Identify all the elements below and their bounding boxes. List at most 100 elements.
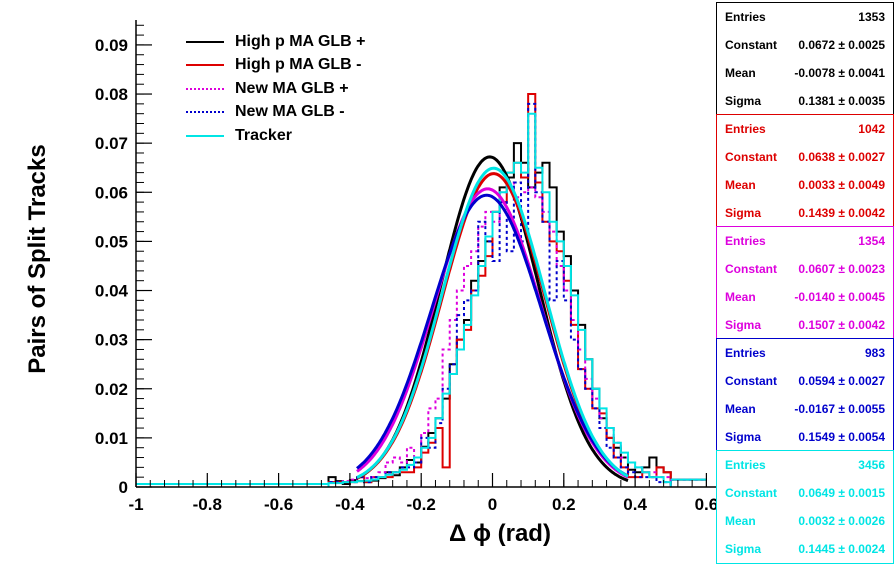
stat-value: 0.0607 ± 0.0023 bbox=[798, 262, 885, 276]
axes: -1 -0.8 -0.6 -0.4 -0.2 0 0.2 0.4 0.6 0 0.01 0.02 0.0… bbox=[95, 20, 718, 514]
stat-row-mean: Mean -0.0078 ± 0.0041 bbox=[717, 59, 893, 87]
stat-key: Constant bbox=[725, 486, 777, 500]
stat-value: 0.1549 ± 0.0054 bbox=[798, 430, 885, 444]
stat-value: -0.0167 ± 0.0055 bbox=[794, 402, 885, 416]
legend-swatch bbox=[186, 40, 224, 43]
x-tick-label: -0.4 bbox=[335, 495, 365, 514]
legend-label: High p MA GLB + bbox=[235, 32, 366, 50]
x-tick-label: -0.2 bbox=[407, 495, 436, 514]
stat-row-mean: Mean -0.0140 ± 0.0045 bbox=[717, 283, 893, 311]
stat-row-mean: Mean -0.0167 ± 0.0055 bbox=[717, 395, 893, 423]
legend-entry-tracker: Tracker bbox=[186, 124, 366, 148]
histogram-4 bbox=[136, 112, 707, 487]
stat-key: Sigma bbox=[725, 318, 762, 332]
y-tick-label: 0.04 bbox=[95, 282, 129, 301]
gaussian-fits bbox=[356, 155, 629, 483]
legend-label: New MA GLB + bbox=[235, 79, 349, 97]
legend-label: High p MA GLB - bbox=[235, 56, 362, 74]
stat-row-entries: Entries 1042 bbox=[717, 115, 893, 143]
stat-value: -0.0140 ± 0.0045 bbox=[794, 290, 885, 304]
stat-value: 0.0033 ± 0.0049 bbox=[798, 178, 885, 192]
y-tick-label: 0.08 bbox=[95, 85, 128, 104]
x-tick-label: 0.2 bbox=[552, 495, 576, 514]
stat-row-constant: Constant 0.0638 ± 0.0027 bbox=[717, 143, 893, 171]
histogram-1 bbox=[136, 93, 707, 487]
y-axis-label: Pairs of Split Tracks bbox=[24, 144, 51, 374]
stat-row-constant: Constant 0.0672 ± 0.0025 bbox=[717, 31, 893, 59]
histograms bbox=[136, 93, 707, 487]
histogram-2 bbox=[136, 181, 707, 487]
x-tick-label: -0.8 bbox=[193, 495, 222, 514]
y-tick-label: 0.02 bbox=[95, 380, 128, 399]
stat-row-sigma: Sigma 0.1381 ± 0.0035 bbox=[717, 87, 893, 115]
stat-row-sigma: Sigma 0.1549 ± 0.0054 bbox=[717, 423, 893, 451]
fit-curve-3 bbox=[356, 193, 629, 478]
x-tick-label: 0.4 bbox=[623, 495, 647, 514]
legend-entry-high-p-minus: High p MA GLB - bbox=[186, 54, 366, 78]
legend-swatch bbox=[186, 87, 224, 90]
x-tick-label: -0.6 bbox=[264, 495, 293, 514]
stat-value: 0.0649 ± 0.0015 bbox=[798, 486, 885, 500]
stat-row-entries: Entries 1354 bbox=[717, 227, 893, 255]
legend-swatch bbox=[186, 64, 224, 67]
stat-value: 0.0672 ± 0.0025 bbox=[798, 38, 885, 52]
stat-key: Mean bbox=[725, 178, 756, 192]
stat-row-constant: Constant 0.0594 ± 0.0027 bbox=[717, 367, 893, 395]
legend-label: New MA GLB - bbox=[235, 103, 345, 121]
stat-key: Sigma bbox=[725, 206, 762, 220]
legend-entry-new-plus: New MA GLB + bbox=[186, 77, 366, 101]
x-axis-label: Δ ϕ (rad) bbox=[449, 520, 551, 547]
stat-value: 1354 bbox=[858, 234, 885, 248]
stat-row-constant: Constant 0.0649 ± 0.0015 bbox=[717, 479, 893, 507]
stat-value: -0.0078 ± 0.0041 bbox=[794, 66, 885, 80]
stat-key: Constant bbox=[725, 262, 777, 276]
y-tick-label: 0.05 bbox=[95, 232, 128, 251]
stat-row-constant: Constant 0.0607 ± 0.0023 bbox=[717, 255, 893, 283]
y-tick-label: 0.03 bbox=[95, 331, 128, 350]
x-tick-label: -1 bbox=[128, 495, 143, 514]
stat-key: Entries bbox=[725, 10, 766, 24]
stat-key: Entries bbox=[725, 122, 766, 136]
stat-key: Constant bbox=[725, 150, 777, 164]
stats-box-new-plus: Entries 1354 Constant 0.0607 ± 0.0023 Mean… bbox=[716, 226, 894, 340]
stat-value: 983 bbox=[864, 346, 885, 360]
stat-key: Mean bbox=[725, 66, 756, 80]
x-tick-label: 0 bbox=[488, 495, 497, 514]
stat-key: Sigma bbox=[725, 430, 762, 444]
stat-value: 0.1445 ± 0.0024 bbox=[798, 542, 885, 556]
stats-box-tracker: Entries 3456 Constant 0.0649 ± 0.0015 Mean… bbox=[716, 450, 894, 564]
y-tick-label: 0.01 bbox=[95, 429, 128, 448]
legend: High p MA GLB + High p MA GLB - New MA G… bbox=[186, 30, 366, 148]
stat-key: Entries bbox=[725, 234, 766, 248]
stat-key: Constant bbox=[725, 374, 777, 388]
y-tick-label: 0.07 bbox=[95, 134, 128, 153]
stat-row-entries: Entries 1353 bbox=[717, 3, 893, 31]
stat-key: Sigma bbox=[725, 542, 762, 556]
stat-value: 0.0594 ± 0.0027 bbox=[798, 374, 885, 388]
stat-key: Constant bbox=[725, 38, 777, 52]
stat-value: 0.1507 ± 0.0042 bbox=[798, 318, 885, 332]
stat-row-mean: Mean 0.0033 ± 0.0049 bbox=[717, 171, 893, 199]
legend-label: Tracker bbox=[235, 126, 292, 144]
stat-value: 3456 bbox=[858, 458, 885, 472]
stats-box-new-minus: Entries 983 Constant 0.0594 ± 0.0027 Mean -… bbox=[716, 338, 894, 452]
stat-value: 0.0638 ± 0.0027 bbox=[798, 150, 885, 164]
legend-entry-high-p-plus: High p MA GLB + bbox=[186, 30, 366, 54]
y-tick-label: 0.06 bbox=[95, 183, 128, 202]
stat-key: Entries bbox=[725, 346, 766, 360]
legend-swatch bbox=[186, 134, 224, 137]
y-tick-label: 0 bbox=[119, 478, 128, 497]
stat-value: 0.1439 ± 0.0042 bbox=[798, 206, 885, 220]
stat-row-sigma: Sigma 0.1439 ± 0.0042 bbox=[717, 199, 893, 227]
y-tick-label: 0.09 bbox=[95, 36, 128, 55]
stat-row-sigma: Sigma 0.1445 ± 0.0024 bbox=[717, 535, 893, 563]
stats-box-high-p-plus: Entries 1353 Constant 0.0672 ± 0.0025 Mean… bbox=[716, 2, 894, 116]
stat-row-entries: Entries 3456 bbox=[717, 451, 893, 479]
stat-row-mean: Mean 0.0032 ± 0.0026 bbox=[717, 507, 893, 535]
stat-value: 1353 bbox=[858, 10, 885, 24]
stats-box-high-p-minus: Entries 1042 Constant 0.0638 ± 0.0027 Mean… bbox=[716, 114, 894, 228]
stat-value: 0.1381 ± 0.0035 bbox=[798, 94, 885, 108]
stat-key: Sigma bbox=[725, 94, 762, 108]
stat-value: 0.0032 ± 0.0026 bbox=[798, 514, 885, 528]
